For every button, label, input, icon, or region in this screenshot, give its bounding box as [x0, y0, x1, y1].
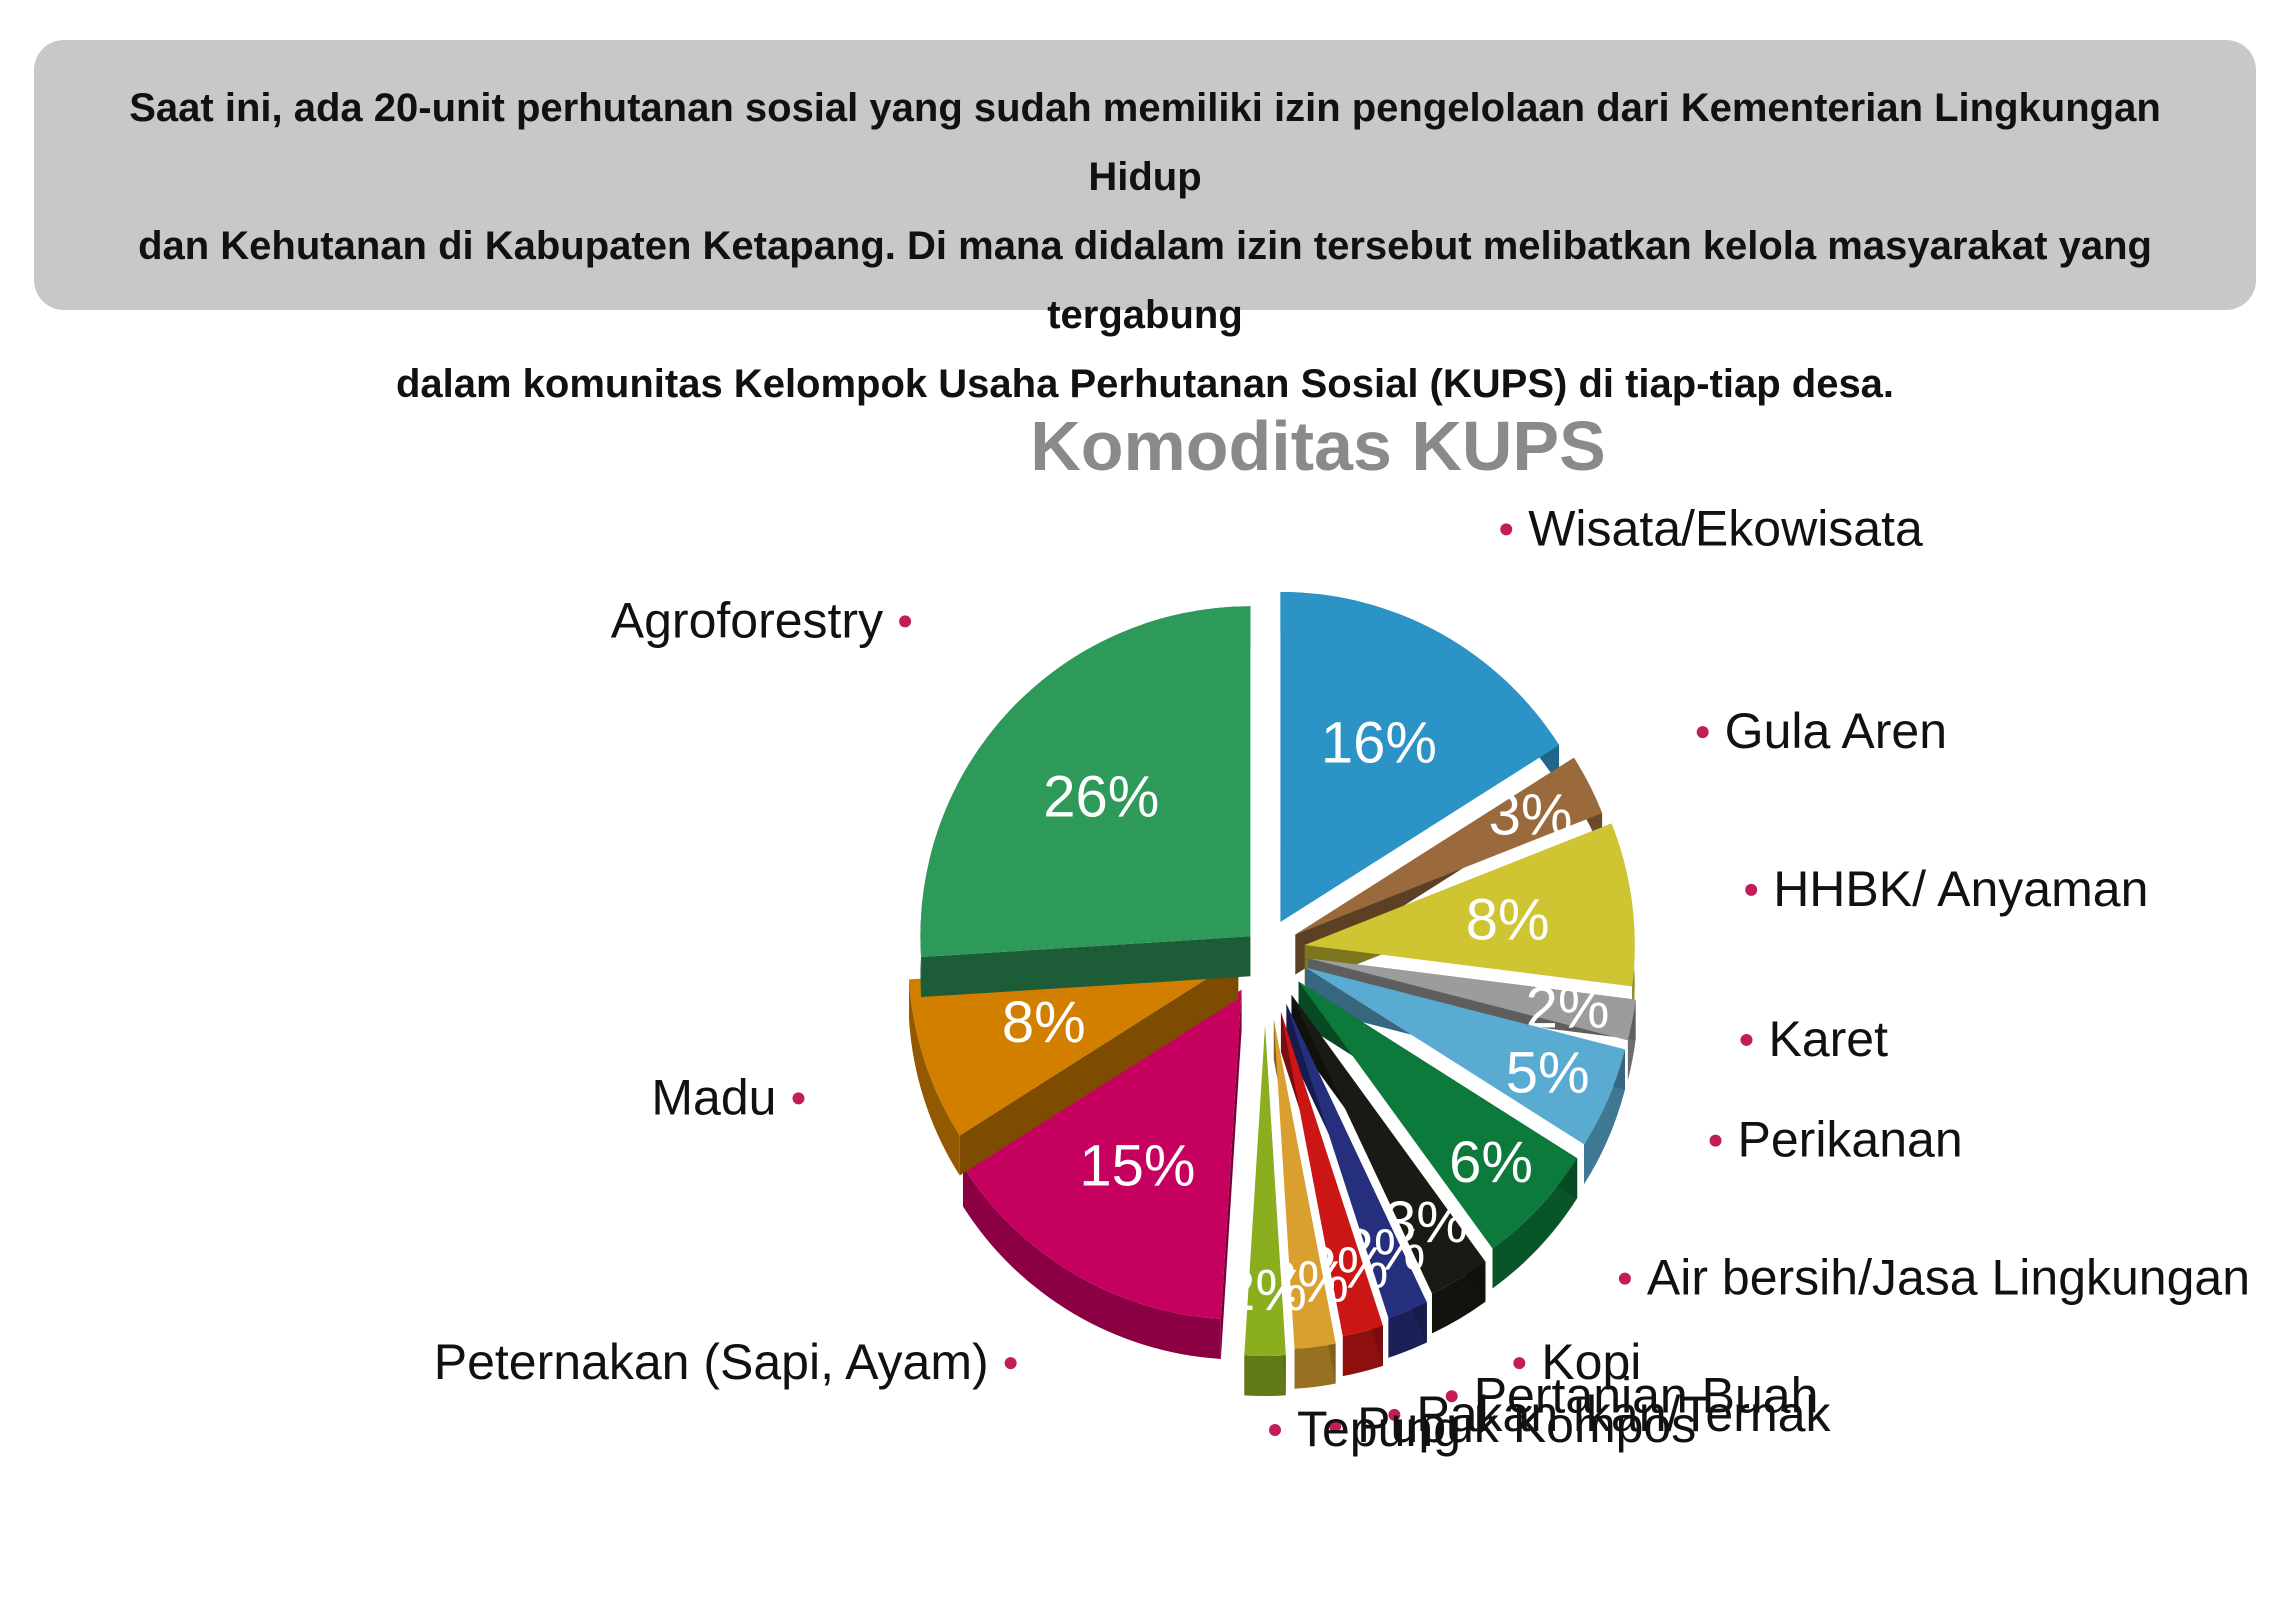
slice-kopi: 3% [1291, 994, 1486, 1334]
slice-category-label: Gula Aren [1725, 703, 1947, 759]
slice-side [1244, 1355, 1286, 1396]
slice-category-label: HHBK/ Anyaman [1773, 861, 2148, 917]
slice-wisata-ekowisata: 16% [1280, 591, 1560, 922]
slice-wall [921, 936, 1251, 998]
slice-side [909, 979, 960, 1176]
intro-line-1: Saat ini, ada 20-unit perhutanan sosial … [129, 86, 2161, 199]
bullet-icon [1500, 523, 1513, 536]
slice-top [1291, 994, 1486, 1294]
slice-air-bersih-jasa-lingkungan: 6% [1298, 981, 1578, 1289]
slice-category-label: Karet [1768, 1011, 1888, 1067]
callout-gula-aren: Gula Aren [1696, 703, 1947, 759]
callout-air-bersih-jasa-lingkungan: Air bersih/Jasa Lingkungan [1618, 1250, 2250, 1306]
slice-category-label: Peternakan (Sapi, Ayam) [434, 1334, 989, 1390]
pie-slices: 16%3%8%2%5%6%3%2%2%2%2%15%8%26% [909, 591, 1636, 1396]
slice-wall [959, 958, 1239, 1176]
slice-top [1308, 958, 1636, 1041]
slice-side [962, 1166, 1221, 1359]
slice-top [962, 989, 1242, 1319]
bullet-icon [1388, 1408, 1401, 1421]
slice-value-label: 8% [1002, 990, 1086, 1055]
bullet-icon [1709, 1134, 1722, 1147]
bullet-icon [1329, 1420, 1342, 1433]
slice-category-label: Pertanian Buah [1474, 1367, 1819, 1423]
callout-pertanian-buah: Pertanian Buah [1445, 1367, 1819, 1423]
callout-kopi: Kopi [1513, 1334, 1641, 1390]
slice-value-label: 16% [1321, 711, 1437, 776]
bullet-icon [1513, 1357, 1526, 1370]
slice-top [1305, 967, 1626, 1145]
callout-perikanan: Perikanan [1709, 1112, 1963, 1168]
callout-pakan-ikan-ternak: Pakan Ikan/Ternak [1388, 1386, 1832, 1442]
pie-labels: Wisata/Ekowisata Gula Aren HHBK/ Anyaman Ka… [434, 500, 2250, 1457]
slice-category-label: Air bersih/Jasa Lingkungan [1647, 1250, 2250, 1306]
slice-top [1244, 1026, 1286, 1356]
slice-category-label: Pakan Ikan/Ternak [1416, 1386, 1831, 1442]
chart-title: Komoditas KUPS [1030, 407, 1606, 485]
bullet-icon [1740, 1033, 1753, 1046]
slice-side [1342, 1325, 1383, 1377]
callout-madu: Madu [651, 1069, 805, 1125]
slice-side [1294, 1343, 1336, 1389]
intro-line-2: dan Kehutanan di Kabupaten Ketapang. Di … [138, 224, 2152, 337]
slice-top [920, 606, 1251, 958]
slice-gula-aren: 3% [1295, 757, 1603, 975]
intro-text-box: Saat ini, ada 20-unit perhutanan sosial … [34, 40, 2256, 406]
callout-peternakan-sapi-ayam: Peternakan (Sapi, Ayam) [434, 1334, 1017, 1390]
callout-karet: Karet [1740, 1011, 1888, 1067]
slice-category-label: Wisata/Ekowisata [1528, 500, 1923, 556]
slice-value-label: 3% [1489, 783, 1573, 848]
slice-category-label: Madu [651, 1069, 776, 1125]
bullet-icon [1269, 1424, 1281, 1436]
callout-agroforestry: Agroforestry [611, 592, 912, 648]
slice-top [1280, 1011, 1383, 1337]
bullet-icon [792, 1092, 805, 1105]
slice-pertanian-buah: 2% [1286, 1003, 1427, 1358]
callout-wisata-ekowisata: Wisata/Ekowisata [1500, 500, 1923, 556]
slice-top [1304, 823, 1635, 987]
slice-top [1298, 981, 1578, 1249]
slice-agroforestry: 26% [920, 606, 1251, 998]
slice-category-label: Kopi [1541, 1334, 1641, 1390]
slice-category-label: Pupuk Kompos [1357, 1397, 1696, 1453]
slice-top [1280, 591, 1560, 922]
slice-category-label: Tepung [1297, 1401, 1461, 1457]
slice-value-label: 6% [1449, 1130, 1533, 1195]
callout-pupuk-kompos: Pupuk Kompos [1329, 1397, 1696, 1453]
slice-value-label: 8% [1466, 887, 1550, 952]
slice-top [1286, 1003, 1427, 1318]
bullet-icon [1445, 1390, 1458, 1403]
slice-category-label: Perikanan [1738, 1112, 1963, 1168]
slice-value-label: 15% [1079, 1134, 1195, 1199]
slice-tepung: 2% [1223, 1026, 1307, 1396]
bullet-icon [1004, 1357, 1017, 1370]
slice-value-label: 5% [1506, 1040, 1590, 1105]
intro-line-3: dalam komunitas Kelompok Usaha Perhutana… [395, 362, 1895, 406]
slice-side [1492, 1158, 1578, 1289]
callout-tepung: Tepung [1269, 1401, 1461, 1457]
slice-value-label: 26% [1043, 764, 1159, 829]
slice-perikanan: 5% [1305, 967, 1626, 1185]
slice-top [1273, 1019, 1336, 1349]
callout-hhbk-anyaman: HHBK/ Anyaman [1745, 861, 2148, 917]
slice-value-label: 2% [1223, 1258, 1307, 1323]
slice-top [909, 958, 1239, 1136]
slice-wall [1220, 989, 1242, 1359]
bullet-icon [899, 615, 912, 628]
slice-madu: 8% [909, 958, 1239, 1176]
bullet-icon [1618, 1272, 1631, 1285]
slice-top [1295, 757, 1603, 935]
slice-hhbk-anyaman: 8% [1304, 823, 1635, 1027]
slice-category-label: Agroforestry [611, 592, 883, 648]
slice-peternakan-sapi-ayam: 15% [962, 989, 1242, 1359]
bullet-icon [1745, 883, 1758, 896]
bullet-icon [1696, 726, 1709, 739]
